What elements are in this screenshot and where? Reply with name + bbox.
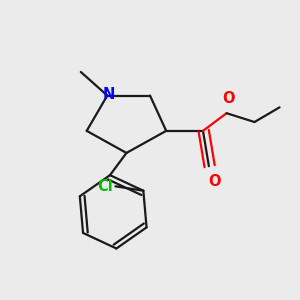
Text: Cl: Cl [97, 179, 113, 194]
Text: O: O [222, 91, 234, 106]
Text: O: O [208, 174, 221, 189]
Text: N: N [103, 87, 115, 102]
